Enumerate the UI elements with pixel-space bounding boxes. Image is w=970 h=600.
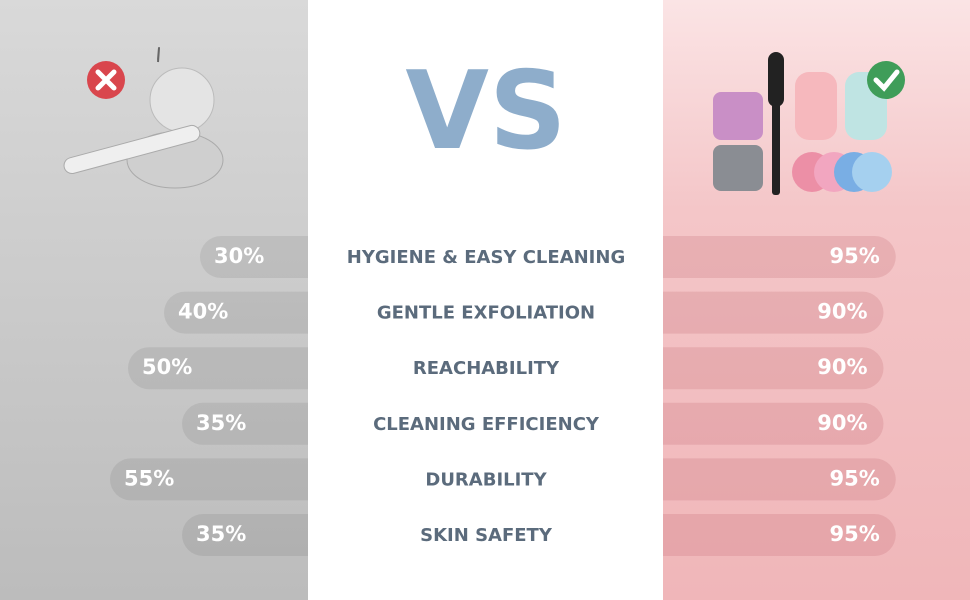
criterion-label: SKIN SAFETY [420,525,553,546]
left-value-label: 40% [178,300,228,324]
cross-icon [87,61,125,99]
left-value-label: 55% [124,466,174,490]
left-bar [182,402,308,445]
left-value-label: 35% [196,522,246,546]
criterion-label: HYGIENE & EASY CLEANING [347,247,625,268]
right-bar [663,291,884,334]
left-bar [110,458,308,501]
right-bar [663,514,896,556]
right-value-label: 90% [817,300,867,324]
loofah-illustration [63,47,224,189]
criterion-label: REACHABILITY [413,358,560,379]
right-value-label: 90% [817,355,867,379]
right-value-label: 95% [829,244,879,268]
center-panel [308,0,663,600]
vs-heading: VS [405,49,566,174]
left-bar [200,236,308,278]
left-bar [128,347,308,390]
right-value-label: 90% [817,411,867,435]
right-bar [663,402,884,445]
right-bar [663,236,896,278]
right-value-label: 95% [829,466,879,490]
left-bar [182,514,308,556]
left-value-label: 50% [142,355,192,379]
left-bar [164,291,308,334]
criterion-label: DURABILITY [425,469,547,490]
check-icon [867,61,905,99]
silicone-products-illustration [713,52,892,195]
criterion-label: GENTLE EXFOLIATION [377,303,595,324]
left-value-label: 30% [214,244,264,268]
right-bar [663,347,884,390]
right-bar [663,458,896,501]
criterion-label: CLEANING EFFICIENCY [373,414,600,435]
right-value-label: 95% [829,522,879,546]
left-value-label: 35% [196,411,246,435]
